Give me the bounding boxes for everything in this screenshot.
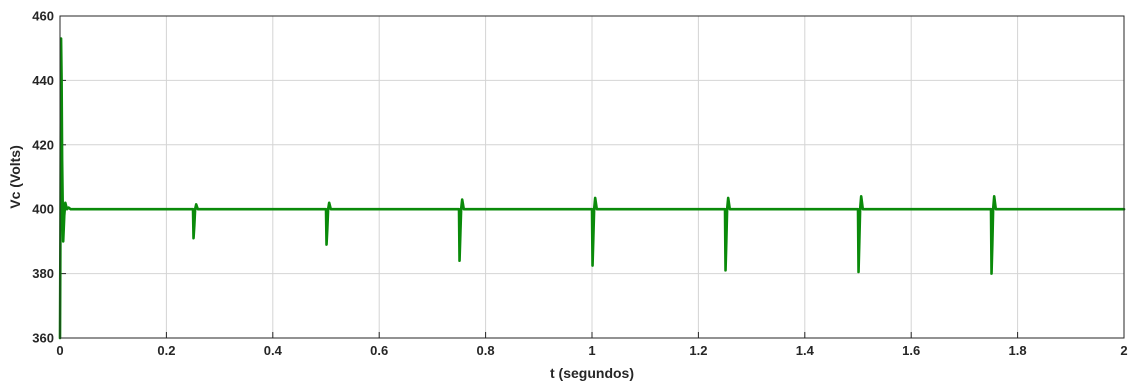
y-tick-label: 460 — [32, 9, 54, 24]
x-tick-label: 0.8 — [477, 343, 495, 358]
x-tick-label: 1.6 — [902, 343, 920, 358]
y-tick-label: 400 — [32, 202, 54, 217]
x-tick-label: 1.2 — [689, 343, 707, 358]
x-tick-label: 0.4 — [264, 343, 283, 358]
series-layer — [58, 37, 1126, 340]
x-tick-label: 1 — [588, 343, 595, 358]
series-line-0 — [58, 37, 1126, 340]
x-axis-ticks: 0 0.2 0.4 0.6 0.8 1 1.2 1.4 1.6 1.8 2 — [56, 332, 1128, 358]
plot-frame — [59, 15, 1125, 339]
x-tick-label: 0.6 — [370, 343, 388, 358]
x-tick-label: 1.4 — [796, 343, 815, 358]
x-tick-label: 1.8 — [1009, 343, 1027, 358]
x-tick-label: 2 — [1120, 343, 1127, 358]
y-tick-label: 420 — [32, 137, 54, 152]
y-tick-label: 360 — [32, 331, 54, 346]
y-tick-label: 440 — [32, 73, 54, 88]
grid-lines — [59, 15, 1125, 339]
x-axis-label: t (segundos) — [550, 365, 634, 381]
x-tick-label: 0.2 — [157, 343, 175, 358]
x-tick-label: 0 — [56, 343, 63, 358]
y-axis-label: Vc (Volts) — [7, 145, 23, 209]
y-tick-label: 380 — [32, 266, 54, 281]
